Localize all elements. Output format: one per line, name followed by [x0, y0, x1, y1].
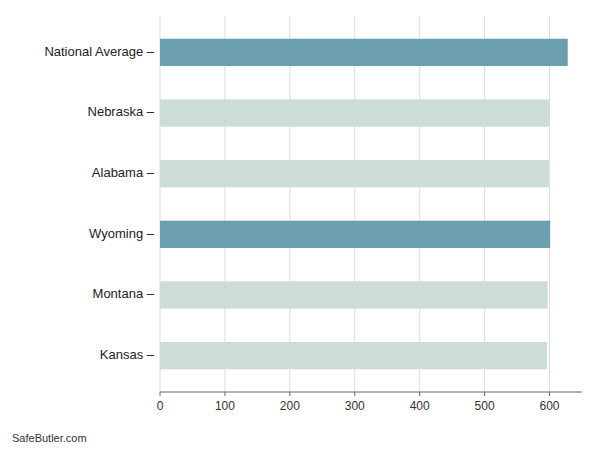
category-label: National Average –	[44, 44, 154, 59]
tick-label: 100	[215, 399, 235, 413]
category-label: Alabama –	[92, 165, 155, 180]
grid-line	[484, 16, 485, 392]
chart-svg: 0 100 200 300 400 500 600 Kansas – Montana – Wyom…	[0, 0, 600, 450]
tick-label: 0	[157, 399, 164, 413]
bar	[160, 99, 550, 126]
bar	[160, 342, 547, 369]
tick-mark	[289, 392, 290, 396]
bar	[160, 39, 568, 66]
grid-line	[419, 16, 420, 392]
grid	[160, 16, 550, 392]
x-axis-line	[160, 392, 582, 393]
category-label: Wyoming –	[89, 226, 155, 241]
grid-line	[549, 16, 550, 392]
grid-line	[354, 16, 355, 392]
grid-line	[160, 16, 161, 392]
grid-line	[289, 16, 290, 392]
bar	[160, 281, 548, 308]
tick-label: 500	[475, 399, 495, 413]
bar	[160, 221, 550, 248]
tick-mark	[224, 392, 225, 396]
tick-label: 400	[410, 399, 430, 413]
category-label: Kansas –	[100, 347, 155, 362]
category-label: Nebraska –	[88, 104, 155, 119]
category-label: Montana –	[93, 286, 155, 301]
x-axis: 0 100 200 300 400 500 600	[157, 392, 582, 413]
tick-label: 600	[540, 399, 560, 413]
bars	[160, 39, 568, 370]
tick-mark	[160, 392, 161, 396]
y-axis: Kansas – Montana – Wyoming – Alabama – Nebra…	[44, 44, 154, 362]
watermark: SafeButler.com	[12, 432, 87, 444]
tick-mark	[354, 392, 355, 396]
bar	[160, 160, 549, 187]
tick-mark	[419, 392, 420, 396]
grid-line	[224, 16, 225, 392]
tick-mark	[484, 392, 485, 396]
tick-label: 200	[280, 399, 300, 413]
tick-mark	[549, 392, 550, 396]
tick-label: 300	[345, 399, 365, 413]
chart-container: 0 100 200 300 400 500 600 Kansas – Montana – Wyom…	[0, 0, 600, 450]
